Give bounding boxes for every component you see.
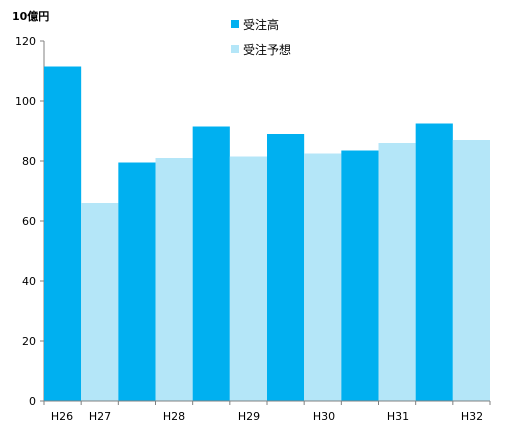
- x-tick-label: H26: [51, 410, 73, 423]
- y-tick-label: 80: [22, 155, 36, 168]
- bar-H26-order: [44, 66, 82, 401]
- legend-swatch: [231, 45, 239, 53]
- bar-H32-order: [415, 123, 453, 401]
- bar-H29-order: [192, 126, 230, 401]
- y-axis: 0 20 40 60 80 100 120: [15, 35, 45, 408]
- bar-H32-forecast: [452, 140, 490, 401]
- x-tick-label: H32: [461, 410, 483, 423]
- y-tick-label: 20: [22, 335, 36, 348]
- x-tick-label: H27: [89, 410, 111, 423]
- y-tick-label: 60: [22, 215, 36, 228]
- bar-H31-forecast: [378, 143, 416, 401]
- y-tick-label: 120: [15, 35, 36, 48]
- x-tick-label: H30: [313, 410, 335, 423]
- bar-H29-forecast: [229, 156, 267, 401]
- bar-H28-forecast: [155, 158, 193, 401]
- y-tick-label: 100: [15, 95, 36, 108]
- legend-label: 受注予想: [243, 42, 291, 57]
- bars: [44, 66, 490, 401]
- y-tick-label: 0: [29, 395, 36, 408]
- y-tick-label: 40: [22, 275, 36, 288]
- x-tick-label: H28: [163, 410, 185, 423]
- bar-H31-order: [341, 150, 379, 401]
- legend-swatch: [231, 20, 239, 28]
- x-tick-label: H29: [238, 410, 260, 423]
- y-unit-label: 10億円: [12, 9, 49, 23]
- bar-H30-forecast: [304, 153, 342, 401]
- bar-H30-order: [267, 134, 305, 401]
- x-tick-label: H31: [387, 410, 409, 423]
- bar-H27-forecast: [81, 203, 119, 401]
- x-axis: H26 H27 H28 H29 H30 H31 H32: [43, 400, 491, 423]
- bar-H28-order: [118, 162, 156, 401]
- legend-label: 受注高: [243, 17, 279, 32]
